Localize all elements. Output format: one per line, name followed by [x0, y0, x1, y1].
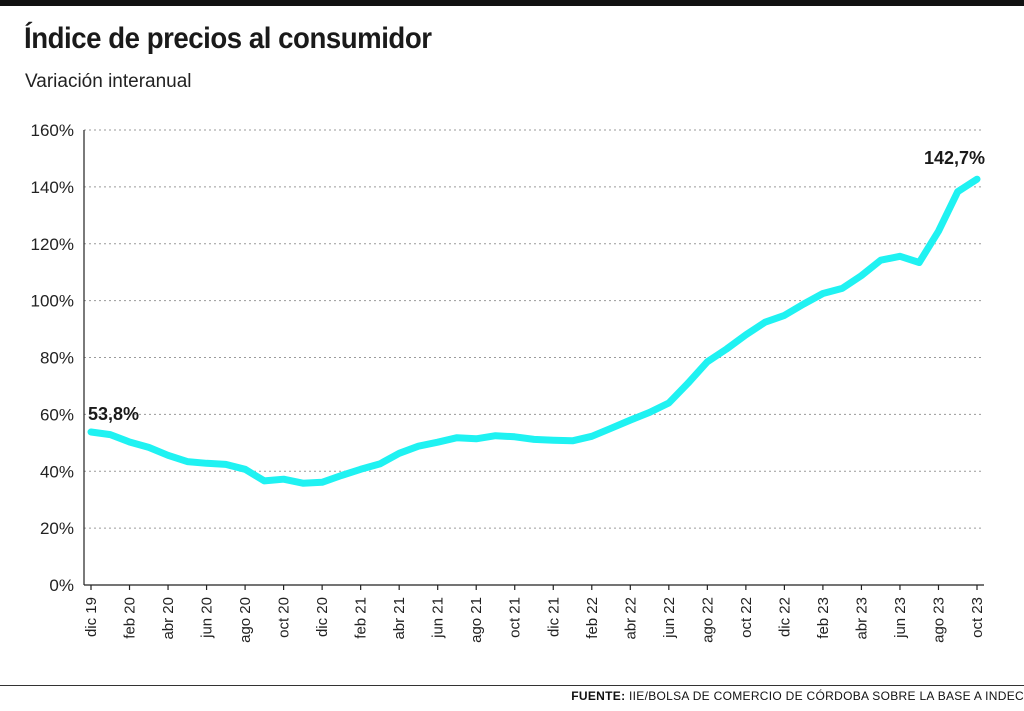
- line-chart: 0% 20% 40% 60% 80% 100% 120% 140% 160% dic 19 feb…: [31, 121, 986, 643]
- x-tick-label: dic 22: [776, 597, 793, 637]
- source-label: FUENTE:: [571, 689, 626, 703]
- y-tick-label: 140%: [31, 178, 74, 197]
- axis-layer: [83, 130, 984, 586]
- series-layer: [87, 175, 981, 487]
- y-tick-label: 20%: [40, 519, 74, 538]
- chart-title: Índice de precios al consumidor: [24, 22, 432, 55]
- chart-subtitle: Variación interanual: [25, 71, 192, 92]
- annotation-layer: 53,8% 142,7%: [88, 148, 985, 424]
- x-tick-label: jun 20: [199, 597, 216, 639]
- series-line: [87, 175, 981, 487]
- y-tick-label: 120%: [31, 235, 74, 254]
- x-tick-label: abr 22: [622, 597, 639, 640]
- source-note: FUENTE: IIE/BOLSA DE COMERCIO DE CÓRDOBA…: [0, 689, 1024, 703]
- x-tick-label: feb 23: [815, 597, 832, 639]
- y-tick-label: 100%: [31, 292, 74, 311]
- x-tick-label: jun 23: [892, 597, 909, 639]
- x-tick-label: dic 20: [314, 597, 331, 637]
- top-rule: [0, 0, 1024, 6]
- y-tick-label: 60%: [40, 405, 74, 424]
- x-tick-label: ago 20: [237, 597, 254, 643]
- data-label: 142,7%: [924, 148, 985, 168]
- grid-layer: [84, 129, 984, 529]
- x-tick-label: abr 23: [853, 597, 870, 640]
- x-tick-label: abr 20: [160, 597, 177, 640]
- x-tick-label: oct 21: [507, 597, 524, 638]
- x-axis-ticks: dic 19 feb 20 abr 20 jun 20 ago 20 oct 20 dic …: [83, 585, 986, 643]
- x-tick-label: ago 22: [699, 597, 716, 643]
- x-tick-label: jun 22: [661, 597, 678, 639]
- x-tick-label: feb 22: [584, 597, 601, 639]
- y-axis-ticks: 0% 20% 40% 60% 80% 100% 120% 140% 160%: [31, 121, 74, 595]
- x-tick-label: dic 19: [83, 597, 100, 637]
- y-tick-label: 80%: [40, 349, 74, 368]
- x-tick-label: oct 22: [738, 597, 755, 638]
- source-text: IIE/BOLSA DE COMERCIO DE CÓRDOBA SOBRE L…: [629, 689, 1024, 703]
- y-tick-label: 160%: [31, 121, 74, 140]
- x-tick-label: dic 21: [545, 597, 562, 637]
- x-tick-label: ago 21: [468, 597, 485, 643]
- footer-rule: [0, 685, 1024, 686]
- x-tick-label: abr 21: [391, 597, 408, 640]
- x-tick-label: jun 21: [430, 597, 447, 639]
- x-tick-label: feb 20: [122, 597, 139, 639]
- x-tick-label: ago 23: [930, 597, 947, 643]
- y-tick-label: 0%: [49, 576, 74, 595]
- data-label: 53,8%: [88, 404, 139, 424]
- x-tick-label: oct 20: [276, 597, 293, 638]
- x-tick-label: oct 23: [969, 597, 986, 638]
- x-tick-label: feb 21: [353, 597, 370, 639]
- y-tick-label: 40%: [40, 462, 74, 481]
